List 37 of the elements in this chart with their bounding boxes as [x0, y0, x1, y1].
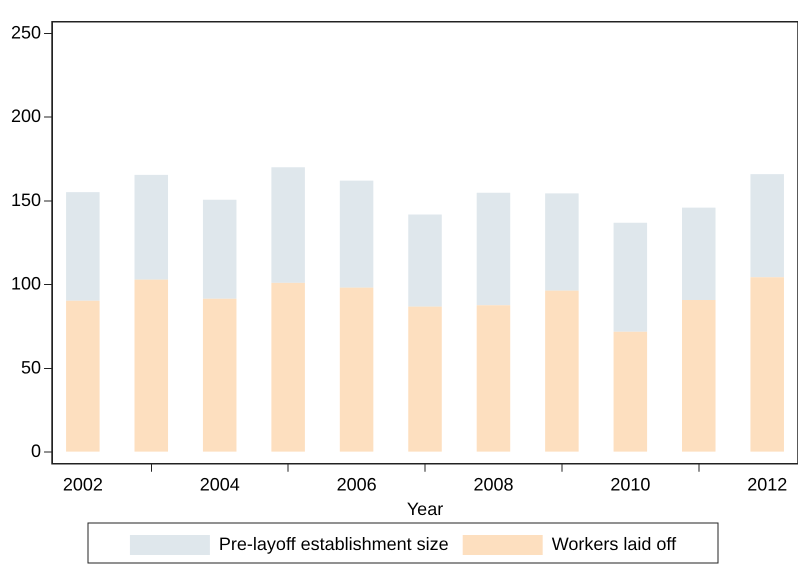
bar: [408, 214, 442, 307]
legend-label: Workers laid off: [552, 534, 678, 554]
x-axis-title: Year: [406, 499, 444, 520]
x-tick-label: 2002: [62, 474, 103, 495]
y-tick-label: 200: [10, 106, 42, 126]
bar: [545, 193, 579, 291]
bar: [134, 280, 168, 452]
x-tick-label: 2012: [747, 474, 788, 495]
bar: [476, 305, 510, 452]
bar: [66, 192, 100, 301]
bar: [750, 277, 784, 452]
bar: [340, 180, 374, 288]
bar: [476, 192, 510, 306]
bar: [408, 306, 442, 452]
y-tick-label: 50: [21, 357, 42, 378]
bar: [134, 174, 168, 280]
bar: [682, 300, 716, 452]
bar: [614, 332, 648, 452]
bar: [271, 167, 305, 283]
legend-label: Pre-layoff establishment size: [218, 534, 449, 554]
y-tick-label: 250: [10, 22, 42, 42]
bar: [340, 288, 374, 452]
y-tick-label: 0: [31, 441, 42, 462]
bar: [682, 208, 716, 300]
x-tick-label: 2010: [610, 474, 650, 495]
bar: [66, 300, 100, 452]
bar: [202, 200, 236, 299]
x-tick-label: 2008: [473, 474, 514, 495]
x-tick-label: 2004: [200, 474, 240, 495]
bar: [750, 174, 784, 278]
bar: [202, 298, 236, 452]
x-tick-label: 2006: [336, 474, 377, 495]
bar: [545, 290, 579, 452]
y-tick-label: 150: [10, 190, 42, 210]
bar: [614, 222, 648, 332]
bar: [271, 282, 305, 452]
y-tick-label: 100: [10, 274, 42, 294]
